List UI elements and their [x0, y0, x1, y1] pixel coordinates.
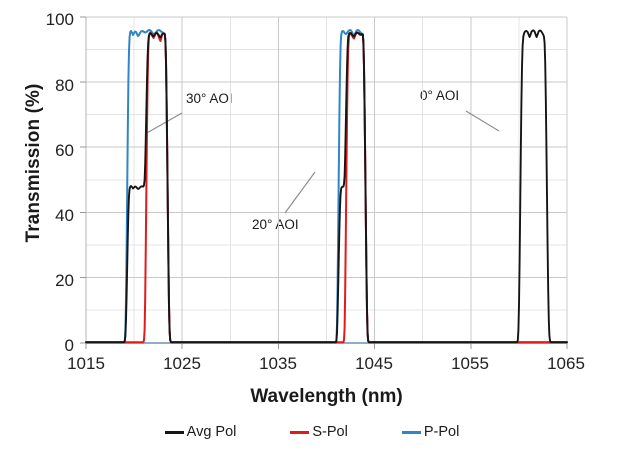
x-axis-tick-label: 1015: [67, 354, 105, 373]
x-axis-tick-label: 1035: [259, 354, 297, 373]
legend-item-p-pol: P-Pol: [401, 424, 460, 440]
x-axis-tick-label: 1055: [451, 354, 489, 373]
y-axis-tick-label: 60: [55, 141, 74, 160]
annotation-30-aoi: 30° AOI: [186, 91, 233, 106]
x-axis-tick-label: 1045: [355, 354, 393, 373]
legend-item-s-pol: S-Pol: [290, 424, 348, 440]
series-line-avg-pol: [85, 29, 568, 344]
annotation-20-aoi: 20° AOI: [252, 217, 299, 232]
leader-line-0-aoi: [465, 110, 500, 132]
x-axis-ticks: [85, 343, 568, 349]
annotation-0-aoi: 0° AOI: [420, 88, 460, 103]
legend-label-avg-pol: Avg Pol: [186, 424, 237, 440]
legend-swatch-avg-pol: [164, 430, 184, 434]
y-axis-ticks: [80, 16, 86, 344]
x-axis-title: Wavelength (nm): [250, 386, 403, 407]
x-axis-tick-label: 1025: [163, 354, 201, 373]
legend-label-p-pol: P-Pol: [423, 424, 460, 440]
legend-swatch-s-pol: [290, 430, 310, 434]
y-axis-tick-label: 20: [55, 271, 74, 290]
y-axis-tick-label: 40: [55, 206, 74, 225]
y-axis-tick-label: 80: [55, 76, 74, 95]
leader-line-20-aoi: [284, 171, 316, 214]
legend-swatch-p-pol: [401, 430, 421, 434]
y-axis-tick-label: 100: [45, 10, 74, 29]
annotation-leader-lines: [144, 110, 500, 214]
x-axis-tick-label: 1065: [547, 354, 585, 373]
grid-minor: [86, 17, 567, 343]
chart-legend: Avg Pol S-Pol P-Pol: [0, 425, 624, 440]
legend-label-s-pol: S-Pol: [312, 424, 348, 440]
legend-item-avg-pol: Avg Pol: [164, 424, 237, 440]
leader-line-30-aoi: [144, 112, 183, 135]
y-axis-tick-label: 0: [64, 336, 74, 355]
